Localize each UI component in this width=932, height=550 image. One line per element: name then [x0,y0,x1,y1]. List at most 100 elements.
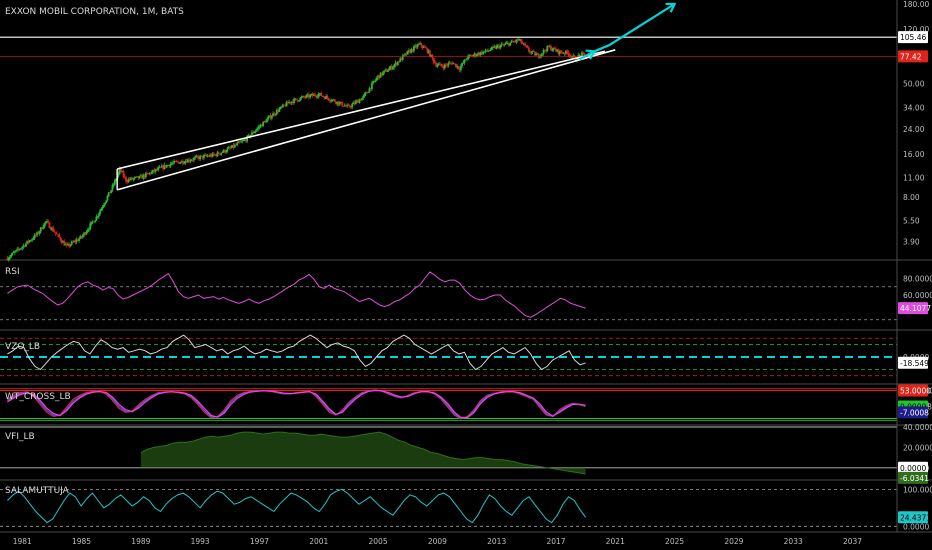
candle-body [86,229,89,232]
candle-body [474,53,477,57]
candle-body [389,66,392,69]
candle-body [424,46,426,48]
candle-body [325,96,328,100]
candle-body [567,52,570,56]
candle-body [180,160,183,163]
candle-body [202,155,205,159]
candle-body [74,240,77,242]
candle-body [368,88,371,93]
candle-body [114,180,116,185]
candle-body [498,45,501,49]
candle-body [568,55,571,56]
candle-body [214,154,216,156]
time-tick-label: 2029 [724,537,743,546]
time-axis[interactable]: 1981 1985 1989 1993 1997 2001 2005 2009 2013 2017… [13,537,863,546]
candle-body [65,244,68,246]
candle-body [73,240,76,243]
candle-body [354,101,357,104]
candle-body [545,50,548,52]
candle-body [169,163,172,167]
candle-body [84,232,87,235]
candle-body [285,101,288,107]
candle-body [348,105,351,108]
candle-body [530,51,533,53]
candle-body [406,50,409,55]
candle-body [299,97,302,101]
candle-body [135,176,137,178]
candle-body [117,172,120,176]
rsi-pane[interactable]: 80.0000 60.0000 RSI [0,267,932,331]
candle-body [16,248,19,251]
candle-body [552,47,555,50]
candle-body [505,43,508,44]
candle-body [321,95,324,97]
candle-body [254,130,257,132]
candle-body [516,39,519,41]
candle-body [436,65,439,67]
candle-body [477,52,480,56]
candle-body [120,168,122,172]
vzo-pane[interactable]: 0.0000 VZO_LB [0,334,932,385]
candle-body [462,62,465,64]
rsi-title: RSI [5,267,20,277]
candle-body [107,192,110,197]
candle-body [138,175,141,179]
candle-body [251,132,253,135]
price-tick-label: 5.50 [903,216,920,225]
candle-body [170,163,173,165]
candle-body [503,44,505,46]
time-tick-label: 2033 [784,537,803,546]
candle-body [265,119,268,123]
candle-body [383,70,386,73]
candle-body [487,50,489,52]
projection-arrow[interactable] [579,3,676,61]
candle-body [80,236,83,238]
candle-body [390,66,393,70]
candle-body [469,55,472,57]
candle-body [400,58,403,60]
price-tick-label: 8.00 [903,193,920,202]
candle-body [422,46,425,48]
candle-body [144,173,147,178]
candle-body [534,51,536,56]
candle-body [289,101,292,104]
candle-body [13,251,16,253]
candle-body [479,51,482,55]
candle-body [196,156,199,157]
trend-line[interactable] [116,49,616,191]
candle-body [459,66,462,71]
salamuttuja-pane[interactable]: 100.0000 0.0000 SALAMUTTUJA [0,485,932,533]
trend-line[interactable] [116,50,606,170]
right-scale-labels[interactable]: 105.4677.4244.1077-18.549153.00000.0000-… [898,31,932,524]
candle-body [183,162,185,164]
candle-body [430,54,433,57]
wt-cross-pane[interactable]: 53.00000.0000-7.0008 WT_CROSS_LB [0,386,932,426]
candle-body [147,173,150,175]
candle-body [511,40,514,42]
candle-body [20,248,22,250]
candle-body [248,134,251,138]
candle-body [104,202,106,206]
candle-body [257,127,260,129]
candle-body [268,115,271,118]
candle-body [90,221,93,224]
candle-body [500,44,503,46]
candle-body [417,43,420,45]
candle-body [312,94,315,96]
candle-body [132,178,135,180]
vfi-plot: 40.0000 20.0000 0.0000 [0,423,932,475]
candle-body [258,126,261,128]
candle-body [53,231,56,233]
candle-body [455,63,457,68]
candle-body [483,51,486,53]
candle-body [467,55,470,59]
candle-body [209,154,211,157]
price-tick-label: 11.00 [903,173,925,182]
candle-body [427,50,430,53]
candle-body [377,75,379,78]
candle-body [560,50,562,53]
vfi-pane[interactable]: 40.0000 20.0000 0.0000 VFI_LB [0,423,932,481]
vzo-plot: 0.0000 [0,334,929,377]
candle-body [115,179,118,181]
candle-body [96,216,99,218]
